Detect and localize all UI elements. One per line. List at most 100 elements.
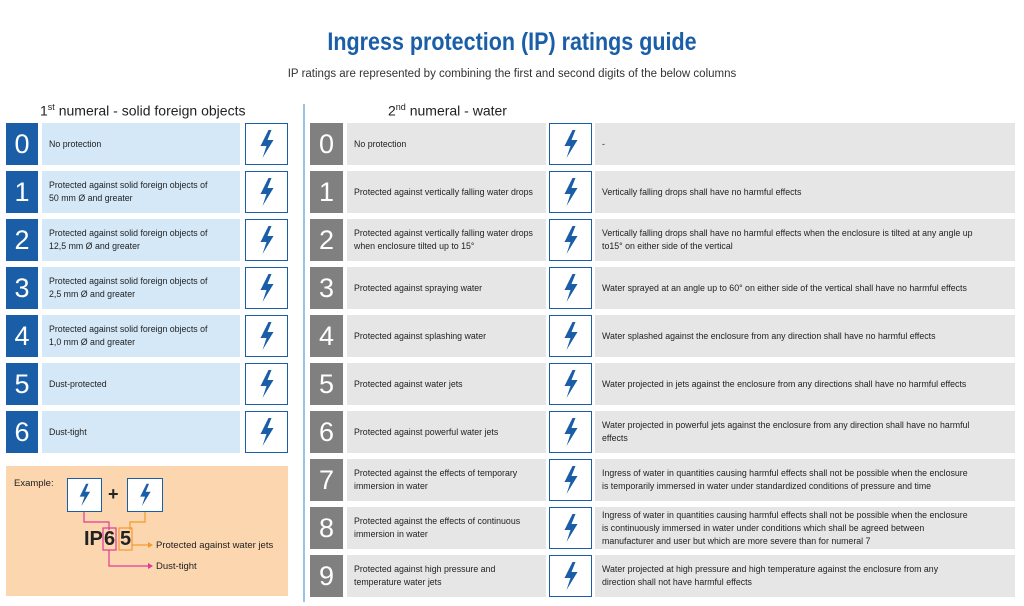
description: Protected against vertically falling wat…: [347, 171, 546, 213]
icon-graphic: [260, 226, 274, 254]
connector-first: [83, 512, 110, 530]
bolt: [260, 418, 274, 446]
description: Protected against solid foreign objects …: [42, 267, 240, 309]
digit: 0: [310, 123, 343, 165]
text-line: direction shall not have harmful effects: [602, 577, 752, 587]
example-plus: +: [108, 484, 119, 504]
icon: [245, 363, 288, 405]
text-line: Protected against the effects of tempora…: [354, 468, 518, 478]
text-line: No protection: [49, 138, 102, 149]
text-line: Protected against powerful water jets: [354, 426, 499, 437]
example-label: Example:: [14, 478, 54, 489]
icon-graphic: [260, 130, 274, 158]
icon: [549, 459, 592, 501]
digit: 4: [6, 315, 38, 357]
heading-text: numeral - water: [409, 102, 507, 119]
text-line: Water projected in powerful jets against…: [602, 420, 970, 430]
text-line: Water projected at high pressure and hig…: [602, 564, 939, 574]
icon-graphic: [564, 226, 578, 254]
description: Protected against the effects of continu…: [347, 507, 546, 549]
divider: [303, 104, 305, 602]
icon-graphic: [564, 466, 578, 494]
detail: Water splashed against the enclosure fro…: [595, 315, 1015, 357]
text-line: Protected against solid foreign objects …: [49, 324, 208, 334]
text-line: when enclosure tilted up to 15°: [354, 241, 475, 251]
icon: [549, 219, 592, 261]
example-second: 5: [120, 528, 132, 550]
bolt: [140, 483, 151, 507]
text-line: 12,5 mm Ø and greater: [49, 241, 140, 251]
text-line: is continuously immersed in water under …: [602, 522, 925, 533]
text-line: Protected against vertically falling wat…: [354, 186, 533, 197]
description: Protected against splashing water: [347, 315, 546, 357]
bolt: [564, 466, 578, 494]
digit: 2: [6, 219, 38, 261]
description: Protected against high pressure and tempe…: [347, 555, 546, 597]
text-line: Protected against water jets: [354, 378, 463, 389]
icon: [245, 219, 288, 261]
example-second-meaning: Protected against water jets: [156, 540, 274, 551]
digit: 1: [310, 171, 343, 213]
text-line: 1,0 mm Ø and greater: [49, 337, 136, 347]
icon: [549, 363, 592, 405]
heading-ordinal: st: [47, 102, 55, 112]
text-line: No protection: [354, 138, 407, 149]
text-line: Dust-tight: [49, 426, 87, 437]
bolt: [260, 274, 274, 302]
icon: [245, 123, 288, 165]
text-line: Protected against the effects of continu…: [354, 516, 521, 526]
digit: 7: [310, 459, 343, 501]
bolt: [564, 178, 578, 206]
icon: [549, 123, 592, 165]
icon-graphic: [564, 178, 578, 206]
icon: [549, 267, 592, 309]
text-line: Water projected in jets against the encl…: [602, 378, 967, 389]
text-line: Protected against splashing water: [354, 330, 487, 341]
icon-graphic: [564, 562, 578, 590]
description: Protected against the effects of tempora…: [347, 459, 546, 501]
description: Protected against spraying water: [347, 267, 546, 309]
icon-graphic: [564, 130, 578, 158]
icon-graphic: [260, 322, 274, 350]
icon-graphic: [564, 370, 578, 398]
bolt: [260, 130, 274, 158]
text-line: Protected against spraying water: [354, 282, 483, 293]
bolt: [79, 483, 91, 507]
text-line: manufacturer and user but which are more…: [602, 535, 871, 546]
icon: [245, 267, 288, 309]
icon-graphic: [564, 322, 578, 350]
digit: 2: [310, 219, 343, 261]
text-line: effects: [602, 433, 628, 443]
digit: 1: [6, 171, 38, 213]
text-line: Vertically falling drops shall have no h…: [602, 228, 973, 238]
heading-number: 1: [40, 102, 48, 119]
digit: 5: [310, 363, 343, 405]
description: No protection: [42, 123, 240, 165]
bolt: [564, 226, 578, 254]
icon-graphic: [79, 483, 91, 507]
digit: 0: [6, 123, 38, 165]
example-panel: Example: + IP 6 5 Protected against wate…: [6, 466, 288, 596]
icon: [245, 315, 288, 357]
description: Protected against powerful water jets: [347, 411, 546, 453]
text-line: Protected against solid foreign objects …: [49, 276, 208, 286]
text-line: Dust-protected: [49, 378, 107, 389]
description: Protected against solid foreign objects …: [42, 315, 240, 357]
title: Ingress protection (IP) ratings guide: [327, 28, 697, 56]
text-line: 2,5 mm Ø and greater: [49, 289, 136, 299]
description: Dust-protected: [42, 363, 240, 405]
heading-ordinal: nd: [395, 102, 406, 112]
detail: Ingress of water in quantities causing h…: [595, 507, 1015, 549]
detail: Vertically falling drops shall have no h…: [595, 171, 1015, 213]
digit: 3: [310, 267, 343, 309]
text-line: temperature water jets: [354, 577, 442, 587]
bolt: [564, 562, 578, 590]
digit: 9: [310, 555, 343, 597]
icon-graphic: [260, 178, 274, 206]
bolt: [260, 370, 274, 398]
digit: 6: [310, 411, 343, 453]
icon: [549, 315, 592, 357]
text-line: Protected against vertically falling wat…: [354, 228, 533, 238]
text-line: Ingress of water in quantities causing h…: [602, 468, 968, 478]
